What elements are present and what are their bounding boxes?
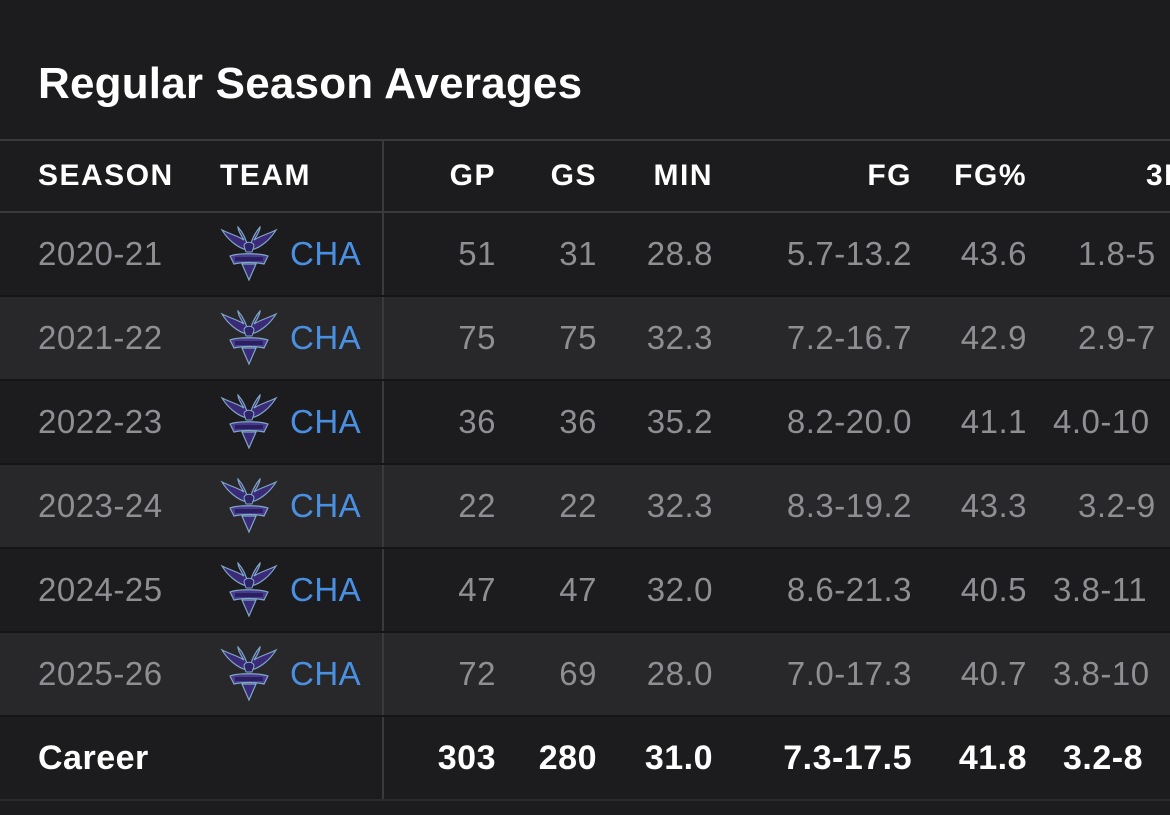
gs-cell: 69	[559, 655, 597, 692]
frozen-column-divider	[382, 141, 384, 211]
team-cell[interactable]: CHA	[220, 549, 380, 631]
hornets-logo-icon	[220, 646, 278, 702]
frozen-column-divider	[382, 633, 384, 715]
team-cell[interactable]: CHA	[220, 213, 380, 295]
gp-cell: 72	[458, 655, 496, 692]
header-team[interactable]: TEAM	[220, 159, 311, 192]
fg-pct-cell: 43.3	[960, 487, 1027, 524]
career-fg-pct: 41.8	[958, 738, 1027, 777]
career-fg: 7.3-17.5	[783, 738, 912, 777]
3p-cell: 2.9-7	[1078, 319, 1156, 356]
team-link[interactable]: CHA	[290, 403, 362, 440]
fg-cell: 8.3-19.2	[786, 487, 912, 524]
3p-cell: 4.0-10	[1053, 403, 1150, 440]
header-gs[interactable]: GS	[550, 159, 597, 192]
fg-pct-cell: 42.9	[960, 319, 1027, 356]
gs-cell: 31	[559, 235, 597, 272]
career-min: 31.0	[644, 738, 713, 777]
header-min[interactable]: MIN	[653, 159, 713, 192]
fg-cell: 7.2-16.7	[786, 319, 912, 356]
min-cell: 28.8	[646, 235, 713, 272]
fg-pct-cell: 43.6	[960, 235, 1027, 272]
table-row: 2022-23 CHA 36 36 35.2 8.2-20.0 41.1 4.0…	[0, 381, 1170, 465]
career-3p: 3.2-8	[1063, 738, 1143, 777]
team-link[interactable]: CHA	[290, 319, 362, 356]
min-cell: 32.3	[646, 487, 713, 524]
table-row: 2021-22 CHA 75 75 32.3 7.2-16.7 42.9 2.9…	[0, 297, 1170, 381]
min-cell: 32.3	[646, 319, 713, 356]
career-row: Career 303 280 31.0 7.3-17.5 41.8 3.2-8	[0, 717, 1170, 801]
team-link[interactable]: CHA	[290, 487, 362, 524]
hornets-logo-icon	[220, 478, 278, 534]
career-gp: 303	[437, 738, 496, 777]
table-row: 2024-25 CHA 47 47 32.0 8.6-21.3 40.5 3.8…	[0, 549, 1170, 633]
fg-cell: 5.7-13.2	[786, 235, 912, 272]
frozen-column-divider	[382, 381, 384, 463]
min-cell: 35.2	[646, 403, 713, 440]
min-cell: 28.0	[646, 655, 713, 692]
gp-cell: 36	[458, 403, 496, 440]
table-row: 2023-24 CHA 22 22 32.3 8.3-19.2 43.3 3.2…	[0, 465, 1170, 549]
fg-pct-cell: 41.1	[960, 403, 1027, 440]
table-header: SEASON TEAM GP GS MIN FG FG% 3P	[0, 141, 1170, 213]
3p-cell: 3.2-9	[1078, 487, 1156, 524]
hornets-logo-icon	[220, 226, 278, 282]
3p-cell: 3.8-10	[1053, 655, 1150, 692]
hornets-logo-icon	[220, 310, 278, 366]
3p-cell: 1.8-5	[1078, 235, 1156, 272]
fg-cell: 7.0-17.3	[786, 655, 912, 692]
team-link[interactable]: CHA	[290, 571, 362, 608]
frozen-column-divider	[382, 549, 384, 631]
header-fg[interactable]: FG	[867, 159, 912, 192]
team-cell[interactable]: CHA	[220, 633, 380, 715]
fg-cell: 8.6-21.3	[786, 571, 912, 608]
fg-pct-cell: 40.5	[960, 571, 1027, 608]
team-cell[interactable]: CHA	[220, 297, 380, 379]
table-row: 2020-21 CHA 51 31 28.8 5.7-13.2 43.6 1.8…	[0, 213, 1170, 297]
header-season[interactable]: SEASON	[38, 159, 174, 192]
header-fg-pct[interactable]: FG%	[954, 159, 1027, 192]
gp-cell: 75	[458, 319, 496, 356]
section-title: Regular Season Averages	[38, 59, 583, 108]
season-cell: 2022-23	[38, 403, 163, 440]
team-cell[interactable]: CHA	[220, 465, 380, 547]
career-label: Career	[38, 738, 149, 777]
gs-cell: 75	[559, 319, 597, 356]
frozen-column-divider	[382, 465, 384, 547]
3p-cell: 3.8-11	[1053, 571, 1148, 608]
gs-cell: 22	[559, 487, 597, 524]
gp-cell: 22	[458, 487, 496, 524]
gp-cell: 47	[458, 571, 496, 608]
gs-cell: 47	[559, 571, 597, 608]
table-row: 2025-26 CHA 72 69 28.0 7.0-17.3 40.7 3.8…	[0, 633, 1170, 717]
min-cell: 32.0	[646, 571, 713, 608]
hornets-logo-icon	[220, 394, 278, 450]
fg-pct-cell: 40.7	[960, 655, 1027, 692]
gp-cell: 51	[458, 235, 496, 272]
stats-table: SEASON TEAM GP GS MIN FG FG% 3P 2020-21 …	[0, 139, 1170, 801]
season-cell: 2020-21	[38, 235, 163, 272]
season-cell: 2021-22	[38, 319, 163, 356]
frozen-column-divider	[382, 717, 384, 799]
team-link[interactable]: CHA	[290, 235, 362, 272]
gs-cell: 36	[559, 403, 597, 440]
season-cell: 2023-24	[38, 487, 163, 524]
hornets-logo-icon	[220, 562, 278, 618]
season-cell: 2025-26	[38, 655, 163, 692]
career-gs: 280	[538, 738, 597, 777]
season-cell: 2024-25	[38, 571, 163, 608]
team-link[interactable]: CHA	[290, 655, 362, 692]
frozen-column-divider	[382, 297, 384, 379]
fg-cell: 8.2-20.0	[786, 403, 912, 440]
header-gp[interactable]: GP	[449, 159, 496, 192]
frozen-column-divider	[382, 213, 384, 295]
header-3p[interactable]: 3P	[1146, 159, 1170, 192]
team-cell[interactable]: CHA	[220, 381, 380, 463]
